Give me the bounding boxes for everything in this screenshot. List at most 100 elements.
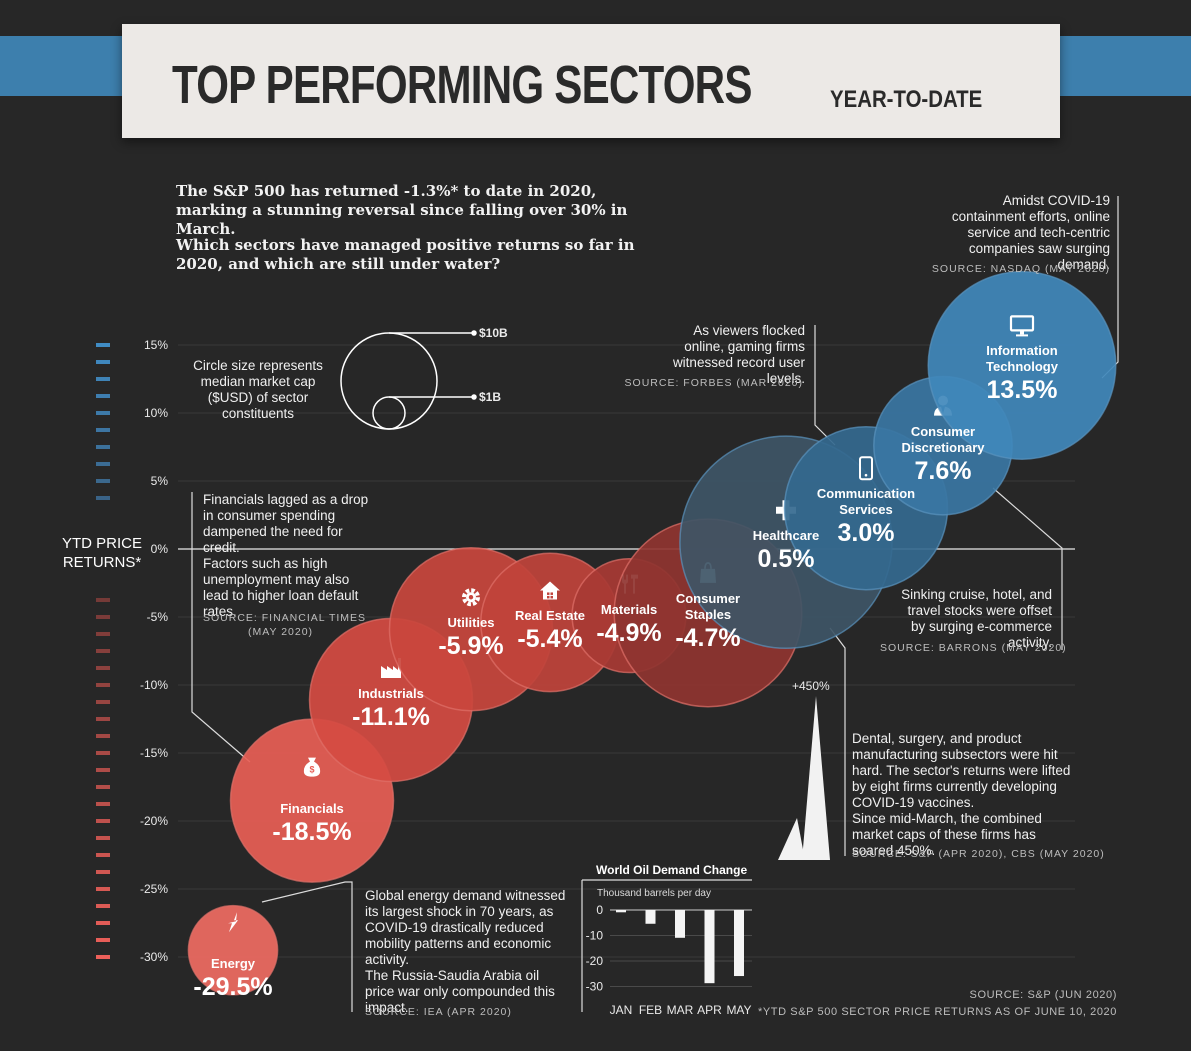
page-title: TOP PERFORMING SECTORS bbox=[172, 55, 752, 115]
oil-y-tick-label: 0 bbox=[596, 903, 603, 917]
scale-dash bbox=[96, 955, 110, 959]
note-info-tech: Amidst COVID-19 containment efforts, onl… bbox=[951, 193, 1110, 272]
leader-healthcare bbox=[829, 627, 846, 856]
scale-dash bbox=[96, 717, 110, 721]
footer-source: SOURCE: S&P (JUN 2020) bbox=[969, 989, 1117, 1001]
money-bag-icon: $ bbox=[303, 757, 321, 777]
y-tick-label: 0% bbox=[151, 542, 169, 556]
y-tick-label: 10% bbox=[144, 406, 168, 420]
source-healthcare: SOURCE: S&P (APR 2020), CBS (MAY 2020) bbox=[852, 848, 1105, 860]
oil-x-label-mar: MAR bbox=[667, 1003, 694, 1017]
legend-label-1b: $1B bbox=[479, 390, 501, 404]
note-healthcare-1: Dental, surgery, and product manufacturi… bbox=[852, 731, 1071, 810]
oil-x-label-may: MAY bbox=[726, 1003, 751, 1017]
scale-dash bbox=[96, 768, 110, 772]
y-tick-label: -20% bbox=[140, 814, 168, 828]
oil-y-tick-label: -30 bbox=[586, 980, 604, 994]
y-tick-label: 5% bbox=[151, 474, 169, 488]
svg-text:$: $ bbox=[309, 765, 314, 775]
scale-dash bbox=[96, 836, 110, 840]
scale-dash bbox=[96, 649, 110, 653]
leader-financials bbox=[191, 492, 251, 763]
scale-dash bbox=[96, 802, 110, 806]
source-info-tech: SOURCE: NASDAQ (MAY 2020) bbox=[931, 263, 1110, 275]
y-tick-label: -10% bbox=[140, 678, 168, 692]
source-consumer-disc: SOURCE: BARRONS (MAY 2020) bbox=[880, 642, 1067, 654]
note-financials-2: Factors such as high unemployment may al… bbox=[203, 556, 359, 619]
oil-x-label-feb: FEB bbox=[639, 1003, 662, 1017]
oil-chart-unit: Thousand barrels per day bbox=[597, 888, 711, 899]
header-band-left bbox=[0, 36, 140, 96]
title-banner: TOP PERFORMING SECTORS YEAR-TO-DATE bbox=[122, 24, 1060, 138]
phone-icon bbox=[859, 456, 873, 481]
y-tick-label: -15% bbox=[140, 746, 168, 760]
scale-dash bbox=[96, 394, 110, 398]
scale-dash bbox=[96, 479, 110, 483]
factory-icon bbox=[381, 657, 401, 678]
leader-energy bbox=[261, 881, 353, 1012]
lightning-icon bbox=[228, 912, 238, 933]
scale-dash bbox=[96, 734, 110, 738]
scale-dash bbox=[96, 751, 110, 755]
scale-dash bbox=[96, 853, 110, 857]
scale-dash bbox=[96, 683, 110, 687]
legend-dot-1b bbox=[471, 394, 477, 400]
gear-icon bbox=[462, 588, 480, 607]
scale-dash bbox=[96, 615, 110, 619]
monitor-icon bbox=[1009, 315, 1035, 337]
oil-x-label-jan: JAN bbox=[610, 1003, 633, 1017]
oil-bar-jan bbox=[616, 910, 626, 913]
intro-paragraph-1: The S&P 500 has returned -1.3%* to date … bbox=[176, 182, 628, 238]
scale-dash bbox=[96, 904, 110, 908]
scale-dash bbox=[96, 887, 110, 891]
healthcare-spike-graphic bbox=[778, 696, 830, 860]
scale-dash bbox=[96, 428, 110, 432]
oil-bar-apr bbox=[704, 910, 715, 984]
leader-consumer-disc bbox=[992, 487, 1063, 650]
scale-dash bbox=[96, 819, 110, 823]
oil-chart-title: World Oil Demand Change bbox=[596, 863, 748, 877]
oil-x-label-apr: APR bbox=[697, 1003, 722, 1017]
scale-dash bbox=[96, 785, 110, 789]
header-band-right bbox=[1040, 36, 1191, 96]
y-tick-label: -25% bbox=[140, 882, 168, 896]
y-axis-title: YTD PRICE RETURNS* bbox=[62, 535, 143, 571]
note-gaming: As viewers flocked online, gaming firms … bbox=[672, 323, 805, 386]
scale-dash bbox=[96, 377, 110, 381]
spike-label: +450% bbox=[792, 679, 830, 693]
scale-dash bbox=[96, 870, 110, 874]
scale-dash bbox=[96, 462, 110, 466]
source-financials-date: (MAY 2020) bbox=[248, 626, 314, 638]
footer-footnote: *YTD S&P 500 SECTOR PRICE RETURNS AS OF … bbox=[757, 1006, 1117, 1018]
legend-description: Circle size represents median market cap… bbox=[193, 358, 323, 421]
legend-circle-10b bbox=[340, 332, 438, 430]
scale-dash bbox=[96, 598, 110, 602]
legend-label-10b: $10B bbox=[479, 326, 508, 340]
oil-y-tick-label: -20 bbox=[586, 954, 604, 968]
scale-dash bbox=[96, 921, 110, 925]
source-financials: SOURCE: FINANCIAL TIMES bbox=[203, 612, 367, 624]
scale-dash bbox=[96, 411, 110, 415]
oil-y-tick-label: -10 bbox=[586, 929, 604, 943]
y-tick-label: 15% bbox=[144, 338, 168, 352]
scale-dash bbox=[96, 360, 110, 364]
intro-paragraph-2: Which sectors have managed positive retu… bbox=[176, 236, 635, 273]
note-energy-2: The Russia-Saudia Arabia oil price war o… bbox=[365, 968, 555, 1015]
house-icon bbox=[540, 581, 560, 600]
note-financials-1: Financials lagged as a drop in consumer … bbox=[203, 492, 369, 555]
note-healthcare-2: Since mid-March, the combined market cap… bbox=[852, 811, 1042, 858]
scale-dash bbox=[96, 666, 110, 670]
oil-bar-feb bbox=[645, 910, 656, 924]
leader-gaming bbox=[814, 325, 836, 446]
scale-dash bbox=[96, 700, 110, 704]
bubble-energy bbox=[187, 904, 279, 996]
y-tick-label: -5% bbox=[147, 610, 169, 624]
scale-dash bbox=[96, 343, 110, 347]
y-tick-label: -30% bbox=[140, 950, 168, 964]
source-gaming: SOURCE: FORBES (MAR 2020) bbox=[624, 377, 803, 389]
page-subtitle: YEAR-TO-DATE bbox=[830, 86, 983, 113]
scale-dash bbox=[96, 632, 110, 636]
scale-dash bbox=[96, 496, 110, 500]
legend-dot-10b bbox=[471, 330, 477, 336]
